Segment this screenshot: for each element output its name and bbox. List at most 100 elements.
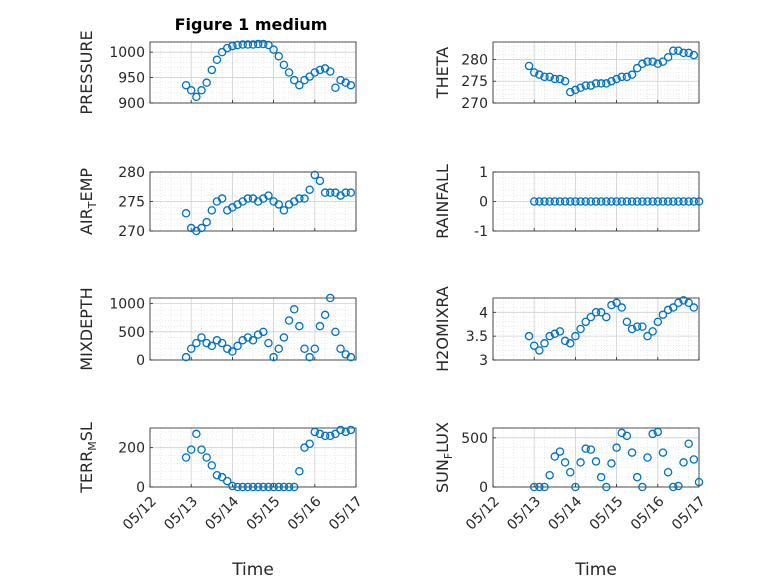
data-point [181, 352, 191, 362]
data-point [341, 427, 350, 437]
data-point [679, 458, 688, 467]
data-point [560, 197, 570, 206]
data-point [581, 444, 590, 453]
data-point [612, 74, 621, 84]
data-point [243, 40, 253, 49]
y-tick-label: 0 [136, 353, 145, 369]
data-point [632, 322, 642, 331]
data-point [627, 448, 637, 457]
x-tick-label: 05/14 [202, 494, 242, 534]
data-point [222, 43, 232, 53]
x-tick-label: 05/16 [628, 494, 668, 534]
data-point [346, 352, 356, 362]
data-point [632, 63, 642, 73]
data-point [197, 86, 206, 95]
y-axis-label: H2OMIXRA [433, 286, 452, 372]
y-tick-label: 500 [461, 431, 488, 447]
data-point [197, 445, 206, 454]
data-point [310, 344, 320, 353]
data-point [576, 83, 585, 93]
data-point [529, 341, 539, 350]
data-point [674, 298, 683, 308]
y-tick-label: -1 [474, 224, 488, 240]
x-axis-label: Time [231, 560, 274, 580]
data-point [684, 439, 693, 448]
data-point [596, 308, 606, 317]
data-point [663, 467, 673, 477]
data-point [346, 80, 356, 90]
data-point [581, 317, 590, 327]
data-point [300, 344, 309, 353]
data-point [315, 65, 325, 75]
data-point [591, 308, 601, 317]
data-point [325, 67, 335, 76]
data-point [310, 427, 320, 437]
data-point [560, 76, 570, 86]
data-point [545, 331, 554, 341]
data-point [186, 445, 196, 454]
data-point [638, 482, 647, 492]
x-tick-label: 05/17 [669, 494, 709, 534]
data-point [658, 57, 668, 66]
data-point [284, 68, 294, 77]
data-point [320, 431, 330, 441]
data-point [305, 352, 314, 362]
data-point [207, 341, 217, 351]
data-point [315, 176, 325, 186]
data-point [545, 72, 554, 82]
data-point [612, 197, 621, 206]
y-tick-label: 270 [461, 96, 488, 112]
data-point [684, 298, 693, 308]
y-tick-label: 0 [136, 480, 145, 496]
data-point [253, 482, 263, 492]
data-point [212, 470, 222, 480]
data-point [315, 429, 325, 439]
data-point [279, 60, 289, 70]
data-point [279, 333, 289, 342]
data-point [331, 83, 340, 93]
data-point [264, 482, 273, 492]
data-point [207, 461, 217, 470]
data-point [320, 188, 330, 197]
data-point [674, 197, 683, 206]
data-point [607, 300, 616, 310]
data-point [694, 477, 704, 487]
y-tick-label: 270 [118, 224, 145, 240]
y-axis-label: SUNFLUX [433, 422, 455, 493]
data-point [320, 310, 330, 320]
data-point [653, 427, 663, 437]
data-point [643, 57, 652, 66]
data-point [632, 472, 642, 482]
y-tick-label: 500 [118, 325, 145, 341]
data-point [653, 197, 663, 206]
data-point [663, 305, 673, 315]
data-point [591, 79, 601, 88]
data-point [279, 482, 289, 492]
minor-grid [492, 41, 700, 104]
data-point [602, 482, 611, 492]
data-point [217, 47, 227, 57]
data-point [571, 331, 580, 341]
data-point [576, 458, 585, 467]
y-tick-label: 280 [461, 52, 488, 68]
y-tick-label: 1000 [109, 45, 145, 61]
data-point [550, 452, 560, 461]
data-point [264, 40, 273, 50]
data-point [555, 447, 565, 456]
y-tick-label: 1 [479, 165, 488, 181]
data-point [529, 197, 539, 206]
data-point [269, 352, 278, 362]
data-point [550, 329, 560, 339]
data-point [325, 293, 335, 303]
data-point [689, 50, 699, 60]
data-point [197, 333, 206, 342]
data-point [648, 429, 657, 439]
data-point [202, 217, 211, 227]
data-point [202, 453, 211, 462]
data-point [617, 197, 627, 206]
y-tick-label: 3 [479, 353, 488, 369]
data-point [207, 65, 217, 75]
data-point [576, 324, 585, 334]
data-point [238, 40, 247, 49]
